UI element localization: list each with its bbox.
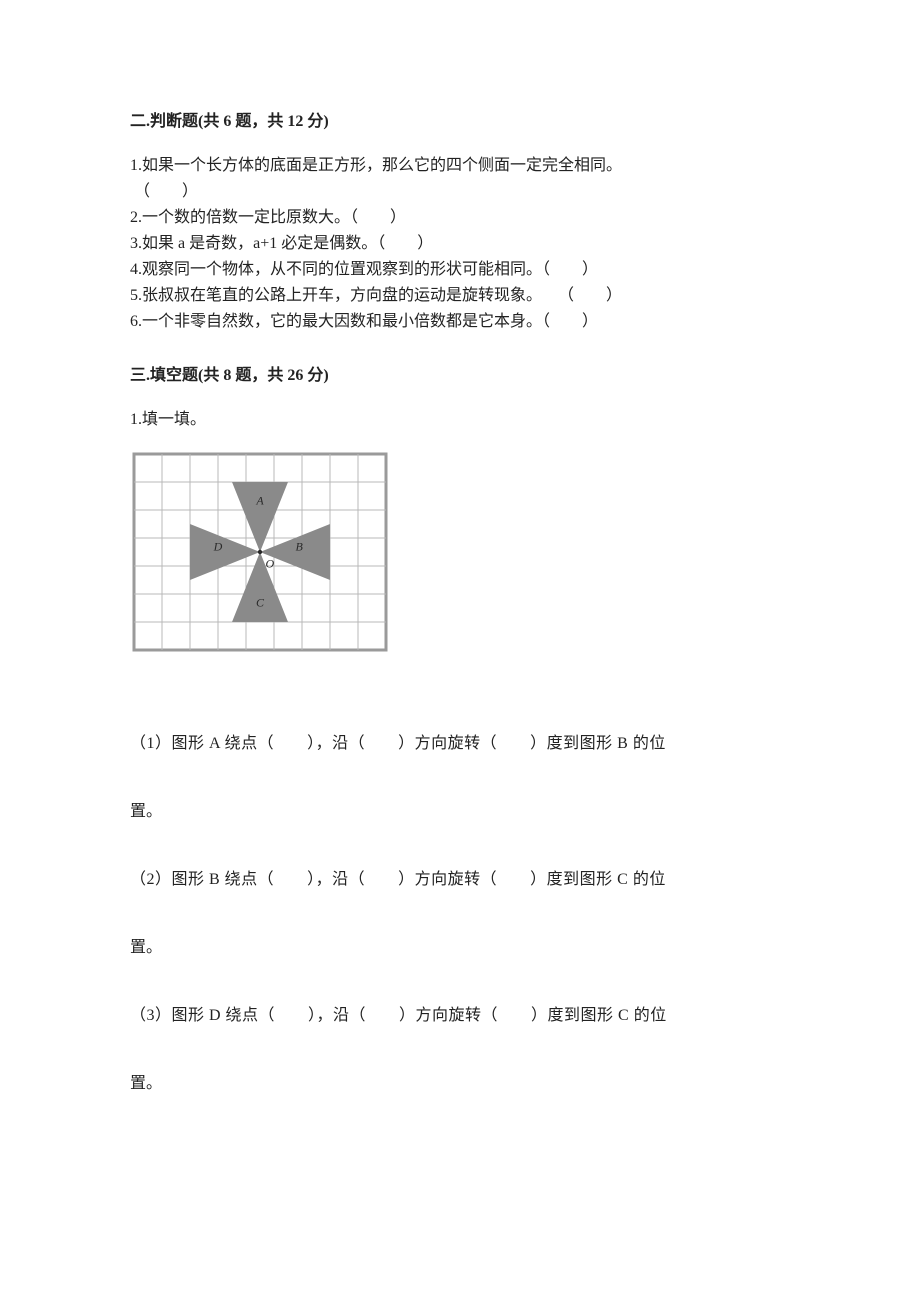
s3-q1-prompt: 1.填一填。	[130, 408, 790, 432]
s2-q1-line1: 1.如果一个长方体的底面是正方形，那么它的四个侧面一定完全相同。	[130, 154, 790, 178]
s3-q1-sub2-tail: 置。	[130, 936, 790, 960]
svg-text:A: A	[255, 493, 264, 507]
s2-q2: 2.一个数的倍数一定比原数大。（ ）	[130, 206, 790, 230]
svg-text:O: O	[265, 556, 274, 570]
s2-q5: 5.张叔叔在笔直的公路上开车，方向盘的运动是旋转现象。 （ ）	[130, 284, 790, 308]
s2-q6: 6.一个非零自然数，它的最大因数和最小倍数都是它本身。（ ）	[130, 310, 790, 334]
s3-q1-sub1-tail: 置。	[130, 800, 790, 824]
s2-q3: 3.如果 a 是奇数，a+1 必定是偶数。（ ）	[130, 232, 790, 256]
svg-text:C: C	[256, 596, 265, 610]
section-2-title: 二.判断题(共 6 题，共 12 分)	[130, 110, 790, 134]
s2-q1-line2: （ ）	[134, 180, 790, 204]
s3-q1-sub3: （3）图形 D 绕点（ ），沿（ ）方向旋转（ ）度到图形 C 的位	[130, 1000, 790, 1032]
s3-q1-sub1: （1）图形 A 绕点（ ），沿（ ）方向旋转（ ）度到图形 B 的位	[130, 728, 790, 760]
rotation-figure: A B C D O	[130, 450, 790, 654]
s3-q1-sub2: （2）图形 B 绕点（ ），沿（ ）方向旋转（ ）度到图形 C 的位	[130, 864, 790, 896]
s3-q1-sub3-tail: 置。	[130, 1072, 790, 1096]
svg-text:B: B	[296, 540, 304, 554]
section-3-title: 三.填空题(共 8 题，共 26 分)	[130, 364, 790, 388]
svg-text:D: D	[213, 540, 223, 554]
rotation-svg: A B C D O	[130, 450, 390, 654]
s2-q4: 4.观察同一个物体，从不同的位置观察到的形状可能相同。（ ）	[130, 258, 790, 282]
divider	[130, 664, 790, 688]
